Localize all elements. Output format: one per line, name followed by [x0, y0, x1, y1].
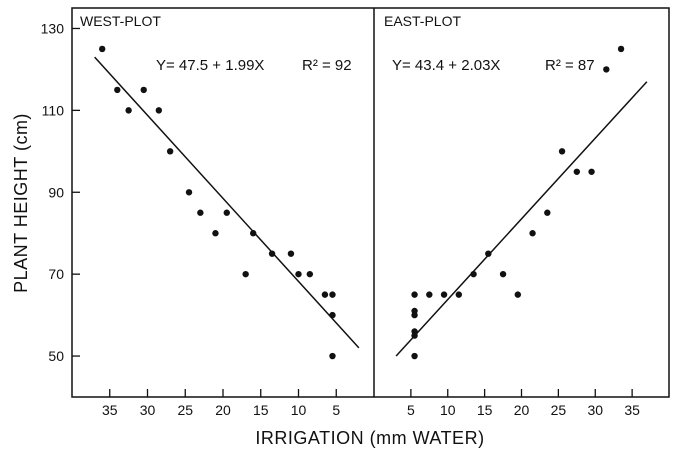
- east-x-tick-label: 30: [587, 402, 603, 418]
- west-data-point: [288, 250, 294, 256]
- east-data-point: [618, 46, 624, 52]
- west-data-point: [224, 210, 230, 216]
- west-data-point: [295, 271, 301, 277]
- east-data-point: [544, 210, 550, 216]
- east-x-tick-label: 10: [440, 402, 456, 418]
- west-data-point: [307, 271, 313, 277]
- y-tick-label: 50: [48, 348, 64, 364]
- west-x-tick-label: 15: [253, 402, 269, 418]
- east-x-tick-label: 5: [407, 402, 415, 418]
- west-data-point: [99, 46, 105, 52]
- west-data-point: [212, 230, 218, 236]
- east-data-point: [485, 250, 491, 256]
- east-x-tick-label: 25: [551, 402, 567, 418]
- west-data-point: [197, 210, 203, 216]
- east-data-point: [411, 332, 417, 338]
- west-data-point: [156, 107, 162, 113]
- east-r2: R² = 87: [545, 57, 595, 74]
- east-data-point: [603, 66, 609, 72]
- east-x-tick-label: 35: [624, 402, 640, 418]
- east-data-point: [470, 271, 476, 277]
- west-data-point: [322, 291, 328, 297]
- west-data-point: [167, 148, 173, 154]
- west-x-tick-label: 25: [177, 402, 193, 418]
- east-x-axis-ticks: 5 10 15 20 25 30 35: [407, 389, 640, 418]
- west-data-point: [114, 87, 120, 93]
- east-panel-title: EAST-PLOT: [384, 13, 461, 29]
- west-data-point: [269, 250, 275, 256]
- east-data-point: [500, 271, 506, 277]
- y-tick-label: 70: [48, 266, 64, 282]
- y-axis-title: PLANT HEIGHT (cm): [11, 113, 31, 293]
- east-data-point: [411, 291, 417, 297]
- west-data-point: [329, 291, 335, 297]
- east-data-point: [411, 353, 417, 359]
- west-data-point: [125, 107, 131, 113]
- east-fit-line: [396, 82, 647, 356]
- west-fit-line-group: [95, 57, 359, 348]
- y-axis-ticks: 50 70 90 110 130: [41, 20, 80, 364]
- east-x-tick-label: 15: [477, 402, 493, 418]
- east-data-point: [515, 291, 521, 297]
- east-data-point: [574, 169, 580, 175]
- east-fit-line-group: [396, 82, 647, 356]
- y-tick-label: 110: [42, 102, 65, 118]
- y-tick-label: 90: [48, 184, 64, 200]
- east-data-points: [411, 46, 624, 360]
- x-axis-title: IRRIGATION (mm WATER): [255, 428, 484, 448]
- west-x-tick-label: 30: [140, 402, 156, 418]
- west-data-points: [99, 46, 336, 360]
- west-data-point: [329, 353, 335, 359]
- west-data-point: [242, 271, 248, 277]
- y-tick-label: 130: [41, 20, 65, 36]
- east-equation: Y= 43.4 + 2.03X: [392, 57, 500, 74]
- west-data-point: [250, 230, 256, 236]
- west-r2: R² = 92: [302, 57, 352, 74]
- east-x-tick-label: 20: [514, 402, 530, 418]
- west-x-tick-label: 10: [291, 402, 307, 418]
- east-data-point: [441, 291, 447, 297]
- west-x-axis-ticks: 35 30 25 20 15 10 5: [102, 389, 340, 418]
- west-x-tick-label: 20: [215, 402, 231, 418]
- west-equation: Y= 47.5 + 1.99X: [156, 57, 264, 74]
- west-data-point: [186, 189, 192, 195]
- west-data-point: [329, 312, 335, 318]
- west-data-point: [141, 87, 147, 93]
- west-fit-line: [95, 57, 359, 348]
- east-data-point: [411, 312, 417, 318]
- east-data-point: [456, 291, 462, 297]
- east-data-point: [529, 230, 535, 236]
- east-data-point: [559, 148, 565, 154]
- east-data-point: [588, 169, 594, 175]
- west-x-tick-label: 5: [332, 402, 340, 418]
- west-x-tick-label: 35: [102, 402, 118, 418]
- west-panel-title: WEST-PLOT: [80, 13, 161, 29]
- east-data-point: [426, 291, 432, 297]
